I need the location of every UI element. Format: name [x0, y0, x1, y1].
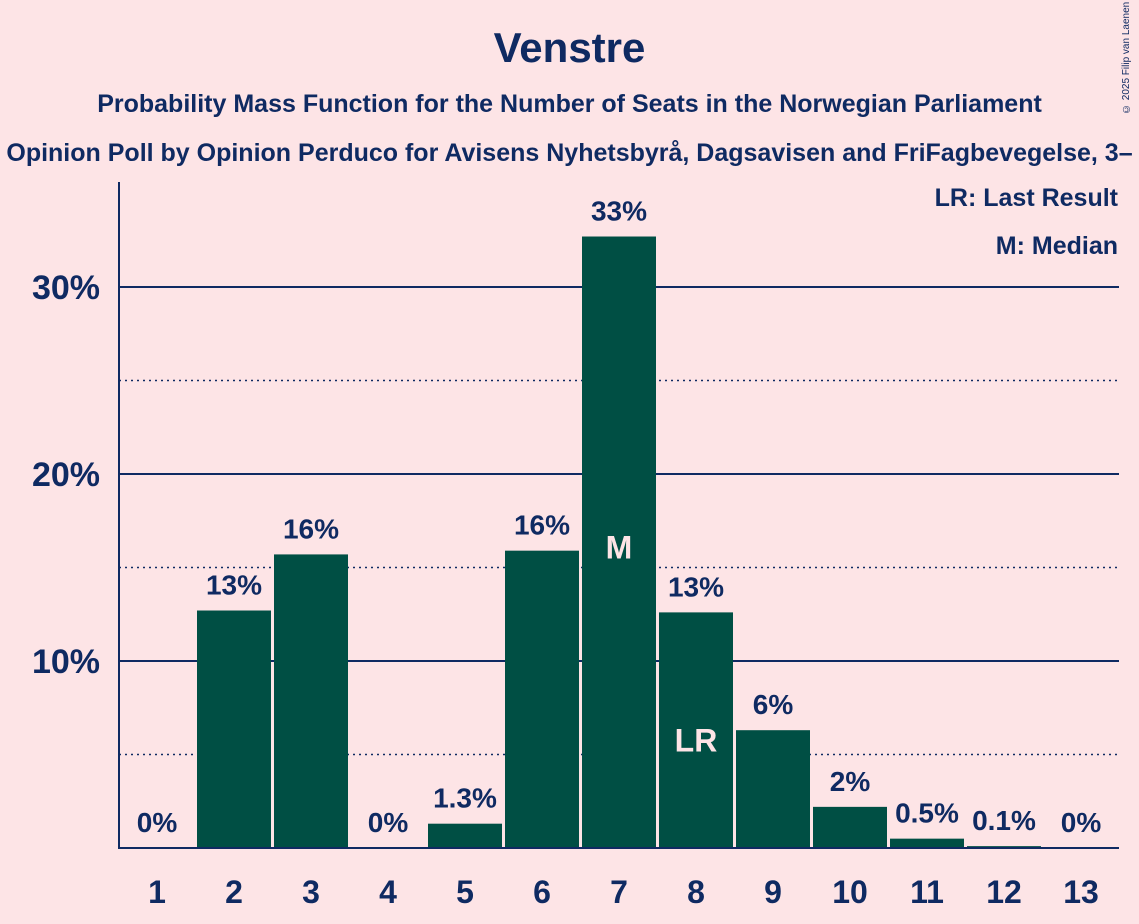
- x-tick-label: 3: [302, 874, 320, 910]
- bars: [197, 236, 1041, 848]
- data-label: 13%: [206, 570, 262, 601]
- x-tick-label: 10: [832, 874, 868, 910]
- bar: [813, 806, 887, 848]
- last-result-marker: LR: [675, 722, 718, 758]
- legend-last-result: LR: Last Result: [934, 184, 1118, 212]
- bar: [890, 838, 964, 848]
- x-tick-label: 6: [533, 874, 551, 910]
- x-tick-label: 13: [1063, 874, 1099, 910]
- bar: [736, 730, 810, 848]
- x-tick-label: 5: [456, 874, 474, 910]
- x-tick-label: 12: [986, 874, 1022, 910]
- y-tick-label: 20%: [32, 456, 100, 494]
- data-label: 1.3%: [433, 783, 497, 814]
- bar: [197, 610, 271, 848]
- data-label: 16%: [514, 510, 570, 541]
- x-tick-label: 8: [687, 874, 705, 910]
- x-tick-label: 1: [148, 874, 166, 910]
- chart-title: Venstre: [493, 24, 646, 71]
- chart-subtitle: Probability Mass Function for the Number…: [97, 90, 1042, 118]
- data-label: 13%: [668, 571, 724, 602]
- data-label: 16%: [283, 513, 339, 544]
- labels: 10%20%30%0%113%216%30%41.3%516%633%7M13%…: [32, 196, 1101, 910]
- legend-median: M: Median: [995, 232, 1118, 260]
- bar: [582, 236, 656, 848]
- axes: [118, 182, 1119, 849]
- data-label: 2%: [830, 766, 871, 797]
- chart-subtitle-poll: Opinion Poll by Opinion Perduco for Avis…: [6, 139, 1133, 167]
- data-label: 6%: [753, 689, 794, 720]
- x-tick-label: 11: [910, 874, 944, 910]
- data-label: 0%: [368, 807, 409, 838]
- x-tick-label: 4: [379, 874, 397, 910]
- x-tick-label: 9: [764, 874, 782, 910]
- bar: [274, 554, 348, 848]
- data-label: 0%: [137, 807, 178, 838]
- bar: [428, 823, 502, 848]
- x-tick-label: 7: [610, 874, 628, 910]
- bar: [505, 550, 579, 848]
- bar: [659, 612, 733, 848]
- data-label: 0%: [1061, 807, 1102, 838]
- y-tick-label: 10%: [32, 643, 100, 681]
- x-tick-label: 2: [225, 874, 243, 910]
- data-label: 0.1%: [972, 805, 1036, 836]
- y-tick-label: 30%: [32, 269, 100, 307]
- data-label: 0.5%: [895, 798, 959, 829]
- data-label: 33%: [591, 196, 647, 227]
- median-marker: M: [606, 530, 633, 566]
